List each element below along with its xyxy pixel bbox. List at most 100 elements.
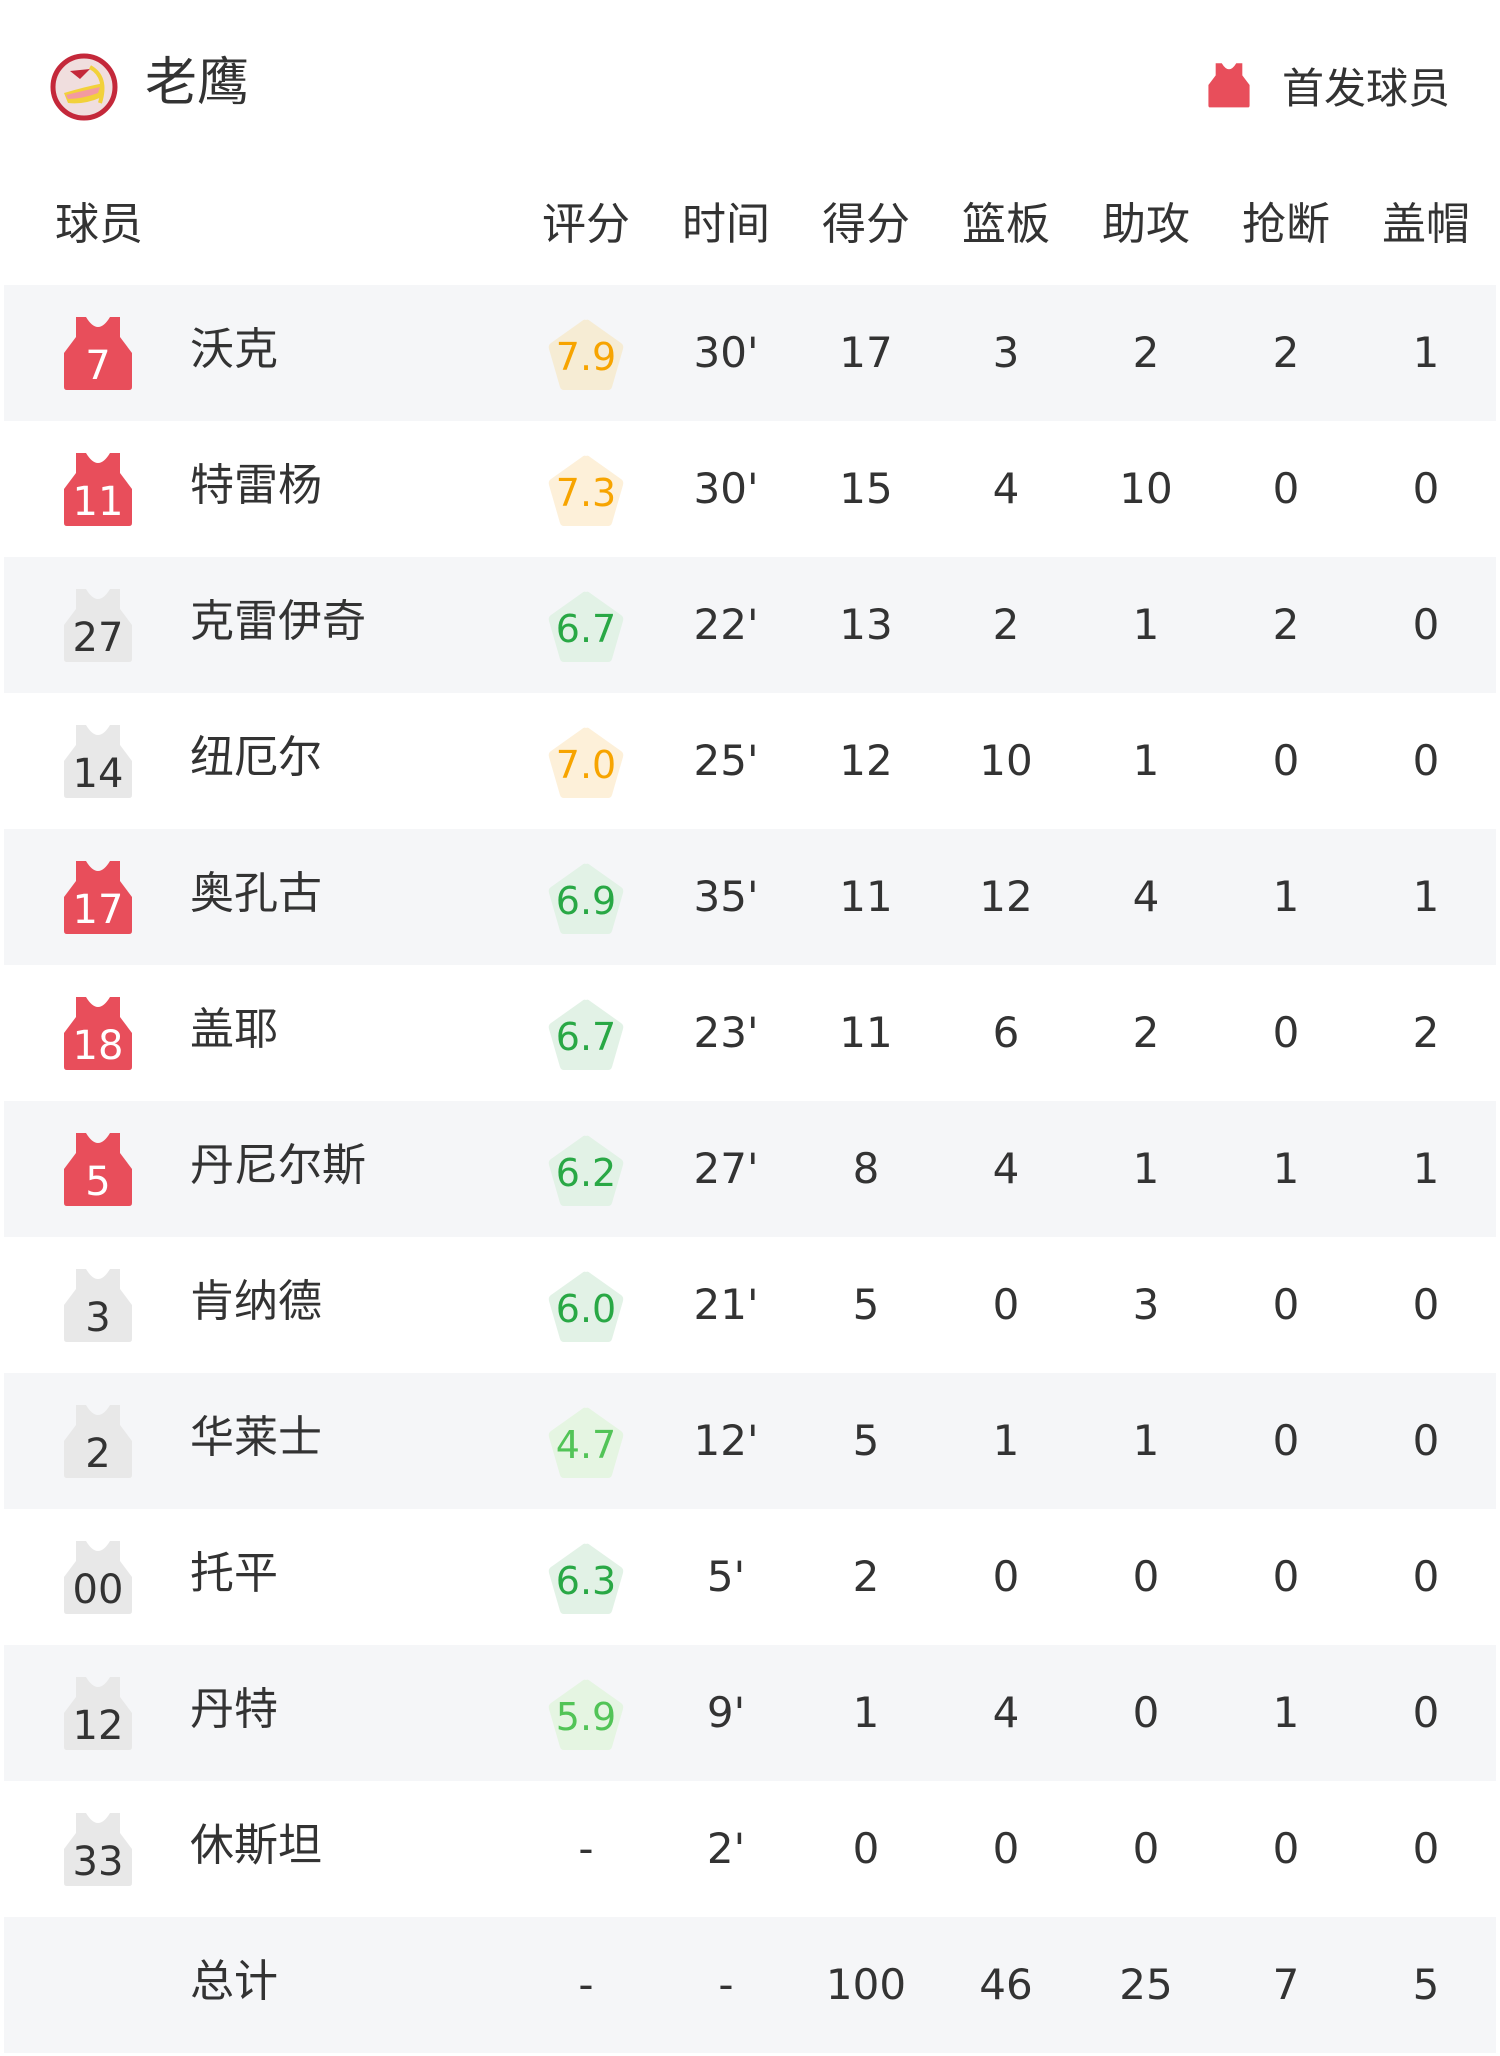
minutes-cell: 5' — [706, 1552, 746, 1601]
jersey-number: 17 — [72, 887, 124, 933]
player-name[interactable]: 肯纳德 — [190, 1276, 322, 1327]
column-header-rebounds[interactable]: 篮板 — [962, 199, 1050, 250]
table-row[interactable]: 18 盖耶 6.7 23' 11 6 2 0 2 — [4, 965, 1496, 1101]
bench-jersey-icon: 00 — [62, 1539, 134, 1615]
rebounds-cell: 4 — [992, 464, 1020, 513]
minutes-cell: - — [718, 1960, 734, 2009]
rating-value: 7.0 — [555, 743, 617, 787]
column-header-rating[interactable]: 评分 — [542, 199, 630, 250]
team-header: 老鹰 首发球员 — [0, 0, 1500, 170]
table-row[interactable]: 11 特雷杨 7.3 30' 15 4 10 0 0 — [4, 421, 1496, 557]
starter-jersey-icon: 11 — [62, 451, 134, 527]
player-name[interactable]: 纽厄尔 — [190, 732, 322, 783]
rebounds-cell: 3 — [992, 328, 1020, 377]
table-row[interactable]: 2 华莱士 4.7 12' 5 1 1 0 0 — [4, 1373, 1496, 1509]
steals-cell: 0 — [1272, 1824, 1300, 1873]
jersey-number: 00 — [72, 1567, 124, 1613]
points-cell: 5 — [852, 1280, 880, 1329]
player-name[interactable]: 丹特 — [190, 1684, 278, 1735]
rating-value: 6.7 — [555, 1015, 617, 1059]
rebounds-cell: 6 — [992, 1008, 1020, 1057]
table-row[interactable]: 33 休斯坦 - 2' 0 0 0 0 0 — [4, 1781, 1496, 1917]
minutes-cell: 2' — [706, 1824, 746, 1873]
player-name[interactable]: 盖耶 — [190, 1004, 278, 1055]
minutes-cell: 9' — [706, 1688, 746, 1737]
column-header-points[interactable]: 得分 — [822, 199, 910, 250]
rating-badge: 6.9 — [546, 861, 626, 937]
table-row[interactable]: 17 奥孔古 6.9 35' 11 12 4 1 1 — [4, 829, 1496, 965]
pentagon-icon — [548, 455, 624, 526]
table-row[interactable]: 27 克雷伊奇 6.7 22' 13 2 1 2 0 — [4, 557, 1496, 693]
minutes-cell: 21' — [693, 1280, 759, 1329]
player-name[interactable]: 华莱士 — [190, 1412, 322, 1463]
table-row[interactable]: 00 托平 6.3 5' 2 0 0 0 0 — [4, 1509, 1496, 1645]
jersey-number: 27 — [72, 615, 124, 661]
table-row[interactable]: 7 沃克 7.9 30' 17 3 2 2 1 — [4, 285, 1496, 421]
pentagon-icon — [548, 1407, 624, 1478]
rating-badge: 6.7 — [546, 589, 626, 665]
points-cell: 0 — [852, 1824, 880, 1873]
steals-cell: 1 — [1272, 1144, 1300, 1193]
steals-cell: 0 — [1272, 1416, 1300, 1465]
blocks-cell: 1 — [1412, 872, 1440, 921]
player-name[interactable]: 托平 — [190, 1548, 278, 1599]
rating-cell: - — [578, 1824, 594, 1873]
rating-badge: 7.0 — [546, 725, 626, 801]
blocks-cell: 0 — [1412, 600, 1440, 649]
column-header-minutes[interactable]: 时间 — [682, 199, 770, 250]
jersey-number: 33 — [72, 1839, 124, 1885]
minutes-cell: 12' — [693, 1416, 759, 1465]
minutes-cell: 30' — [693, 464, 759, 513]
points-cell: 13 — [839, 600, 893, 649]
player-name[interactable]: 沃克 — [190, 324, 278, 375]
pentagon-icon — [548, 1135, 624, 1206]
rebounds-cell: 2 — [992, 600, 1020, 649]
points-cell: 11 — [839, 872, 893, 921]
player-name[interactable]: 克雷伊奇 — [190, 596, 366, 647]
steals-cell: 0 — [1272, 1280, 1300, 1329]
bench-jersey-icon: 33 — [62, 1811, 134, 1887]
pentagon-icon — [548, 591, 624, 662]
starter-jersey-icon: 5 — [62, 1131, 134, 1207]
table-row[interactable]: 3 肯纳德 6.0 21' 5 0 3 0 0 — [4, 1237, 1496, 1373]
rating-cell: - — [578, 1960, 594, 2009]
steals-cell: 7 — [1272, 1960, 1300, 2009]
table-row[interactable]: 12 丹特 5.9 9' 1 4 0 1 0 — [4, 1645, 1496, 1781]
rating-badge: 6.2 — [546, 1133, 626, 1209]
column-header-player: 球员 — [55, 199, 143, 250]
column-header-assists[interactable]: 助攻 — [1102, 199, 1190, 250]
player-name[interactable]: 丹尼尔斯 — [190, 1140, 366, 1191]
rating-badge: 4.7 — [546, 1405, 626, 1481]
rebounds-cell: 1 — [992, 1416, 1020, 1465]
blocks-cell: 0 — [1412, 1280, 1440, 1329]
pentagon-icon — [548, 999, 624, 1070]
rating-value: 5.9 — [555, 1695, 617, 1739]
blocks-cell: 0 — [1412, 1416, 1440, 1465]
assists-cell: 2 — [1132, 328, 1160, 377]
pentagon-icon — [548, 1271, 624, 1342]
jersey-number: 5 — [85, 1159, 111, 1205]
jersey-number: 12 — [72, 1703, 124, 1749]
jersey-number: 2 — [85, 1431, 111, 1477]
rating-badge: 7.9 — [546, 317, 626, 393]
player-name[interactable]: 特雷杨 — [190, 460, 322, 511]
blocks-cell: 5 — [1412, 1960, 1440, 2009]
jersey-number: 7 — [85, 343, 111, 389]
table-row[interactable]: 14 纽厄尔 7.0 25' 12 10 1 0 0 — [4, 693, 1496, 829]
player-name[interactable]: 休斯坦 — [190, 1820, 322, 1871]
column-header-steals[interactable]: 抢断 — [1242, 199, 1330, 250]
assists-cell: 0 — [1132, 1824, 1160, 1873]
total-row: 总计 - - 100 46 25 7 5 — [4, 1917, 1496, 2053]
blocks-cell: 0 — [1412, 1552, 1440, 1601]
starter-jersey-icon: 18 — [62, 995, 134, 1071]
rating-badge: 6.0 — [546, 1269, 626, 1345]
table-row[interactable]: 5 丹尼尔斯 6.2 27' 8 4 1 1 1 — [4, 1101, 1496, 1237]
starter-legend: 首发球员 — [1206, 55, 1450, 115]
column-header-blocks[interactable]: 盖帽 — [1382, 199, 1470, 250]
bench-jersey-icon: 12 — [62, 1675, 134, 1751]
pentagon-icon — [548, 1543, 624, 1614]
player-name[interactable]: 奥孔古 — [190, 868, 322, 919]
rating-value: 6.0 — [555, 1287, 617, 1331]
rating-badge: 7.3 — [546, 453, 626, 529]
rating-value: 4.7 — [555, 1423, 617, 1467]
